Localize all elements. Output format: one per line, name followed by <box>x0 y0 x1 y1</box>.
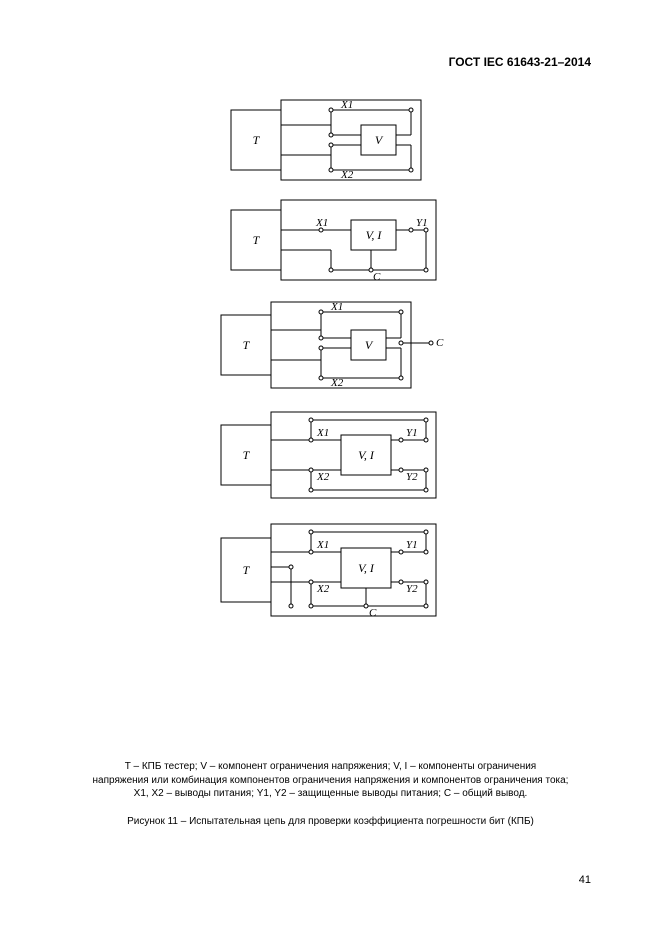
circuit-diagram-1: TVX1X2 <box>201 90 461 190</box>
standard-id: ГОСТ IEC 61643-21–2014 <box>449 55 591 69</box>
svg-text:V, I: V, I <box>365 228 382 242</box>
figure-title: Рисунок 11 – Испытательная цепь для пров… <box>60 815 601 829</box>
svg-text:X1: X1 <box>340 99 353 111</box>
svg-text:Y1: Y1 <box>406 539 418 551</box>
svg-text:C: C <box>373 271 381 283</box>
svg-text:Y1: Y1 <box>406 427 418 439</box>
svg-text:V, I: V, I <box>358 561 375 575</box>
legend-line-3: X1, X2 – выводы питания; Y1, Y2 – защище… <box>60 787 601 801</box>
standard-header: ГОСТ IEC 61643-21–2014 <box>449 55 591 69</box>
svg-text:C: C <box>369 607 377 619</box>
svg-text:Y1: Y1 <box>416 217 428 229</box>
svg-text:X1: X1 <box>330 301 343 313</box>
svg-text:X2: X2 <box>340 169 354 181</box>
svg-text:X1: X1 <box>315 217 328 229</box>
svg-text:V, I: V, I <box>358 448 375 462</box>
circuit-diagram-4: TV, IX1X2Y1Y2 <box>191 400 471 510</box>
svg-text:C: C <box>436 337 444 349</box>
legend-line-1: T – КПБ тестер; V – компонент ограничени… <box>60 760 601 774</box>
circuit-diagram-3: TVX1X2C <box>191 290 471 400</box>
svg-text:X1: X1 <box>316 539 329 551</box>
svg-text:Y2: Y2 <box>406 471 418 483</box>
diagrams-container: TVX1X2TV, IX1Y1CTVX1X2CTV, IX1X2Y1Y2TV, … <box>0 90 661 630</box>
svg-text:X2: X2 <box>316 583 330 595</box>
circuit-diagram-2: TV, IX1Y1C <box>201 190 461 290</box>
svg-text:X2: X2 <box>330 377 344 389</box>
figure-caption-block: T – КПБ тестер; V – компонент ограничени… <box>60 760 601 828</box>
svg-text:X1: X1 <box>316 427 329 439</box>
legend-line-2: напряжения или комбинация компонентов ог… <box>60 774 601 788</box>
svg-text:Y2: Y2 <box>406 583 418 595</box>
page-number: 41 <box>579 874 591 886</box>
svg-text:X2: X2 <box>316 471 330 483</box>
circuit-diagram-5: TV, IX1X2Y1Y2C <box>191 510 471 630</box>
